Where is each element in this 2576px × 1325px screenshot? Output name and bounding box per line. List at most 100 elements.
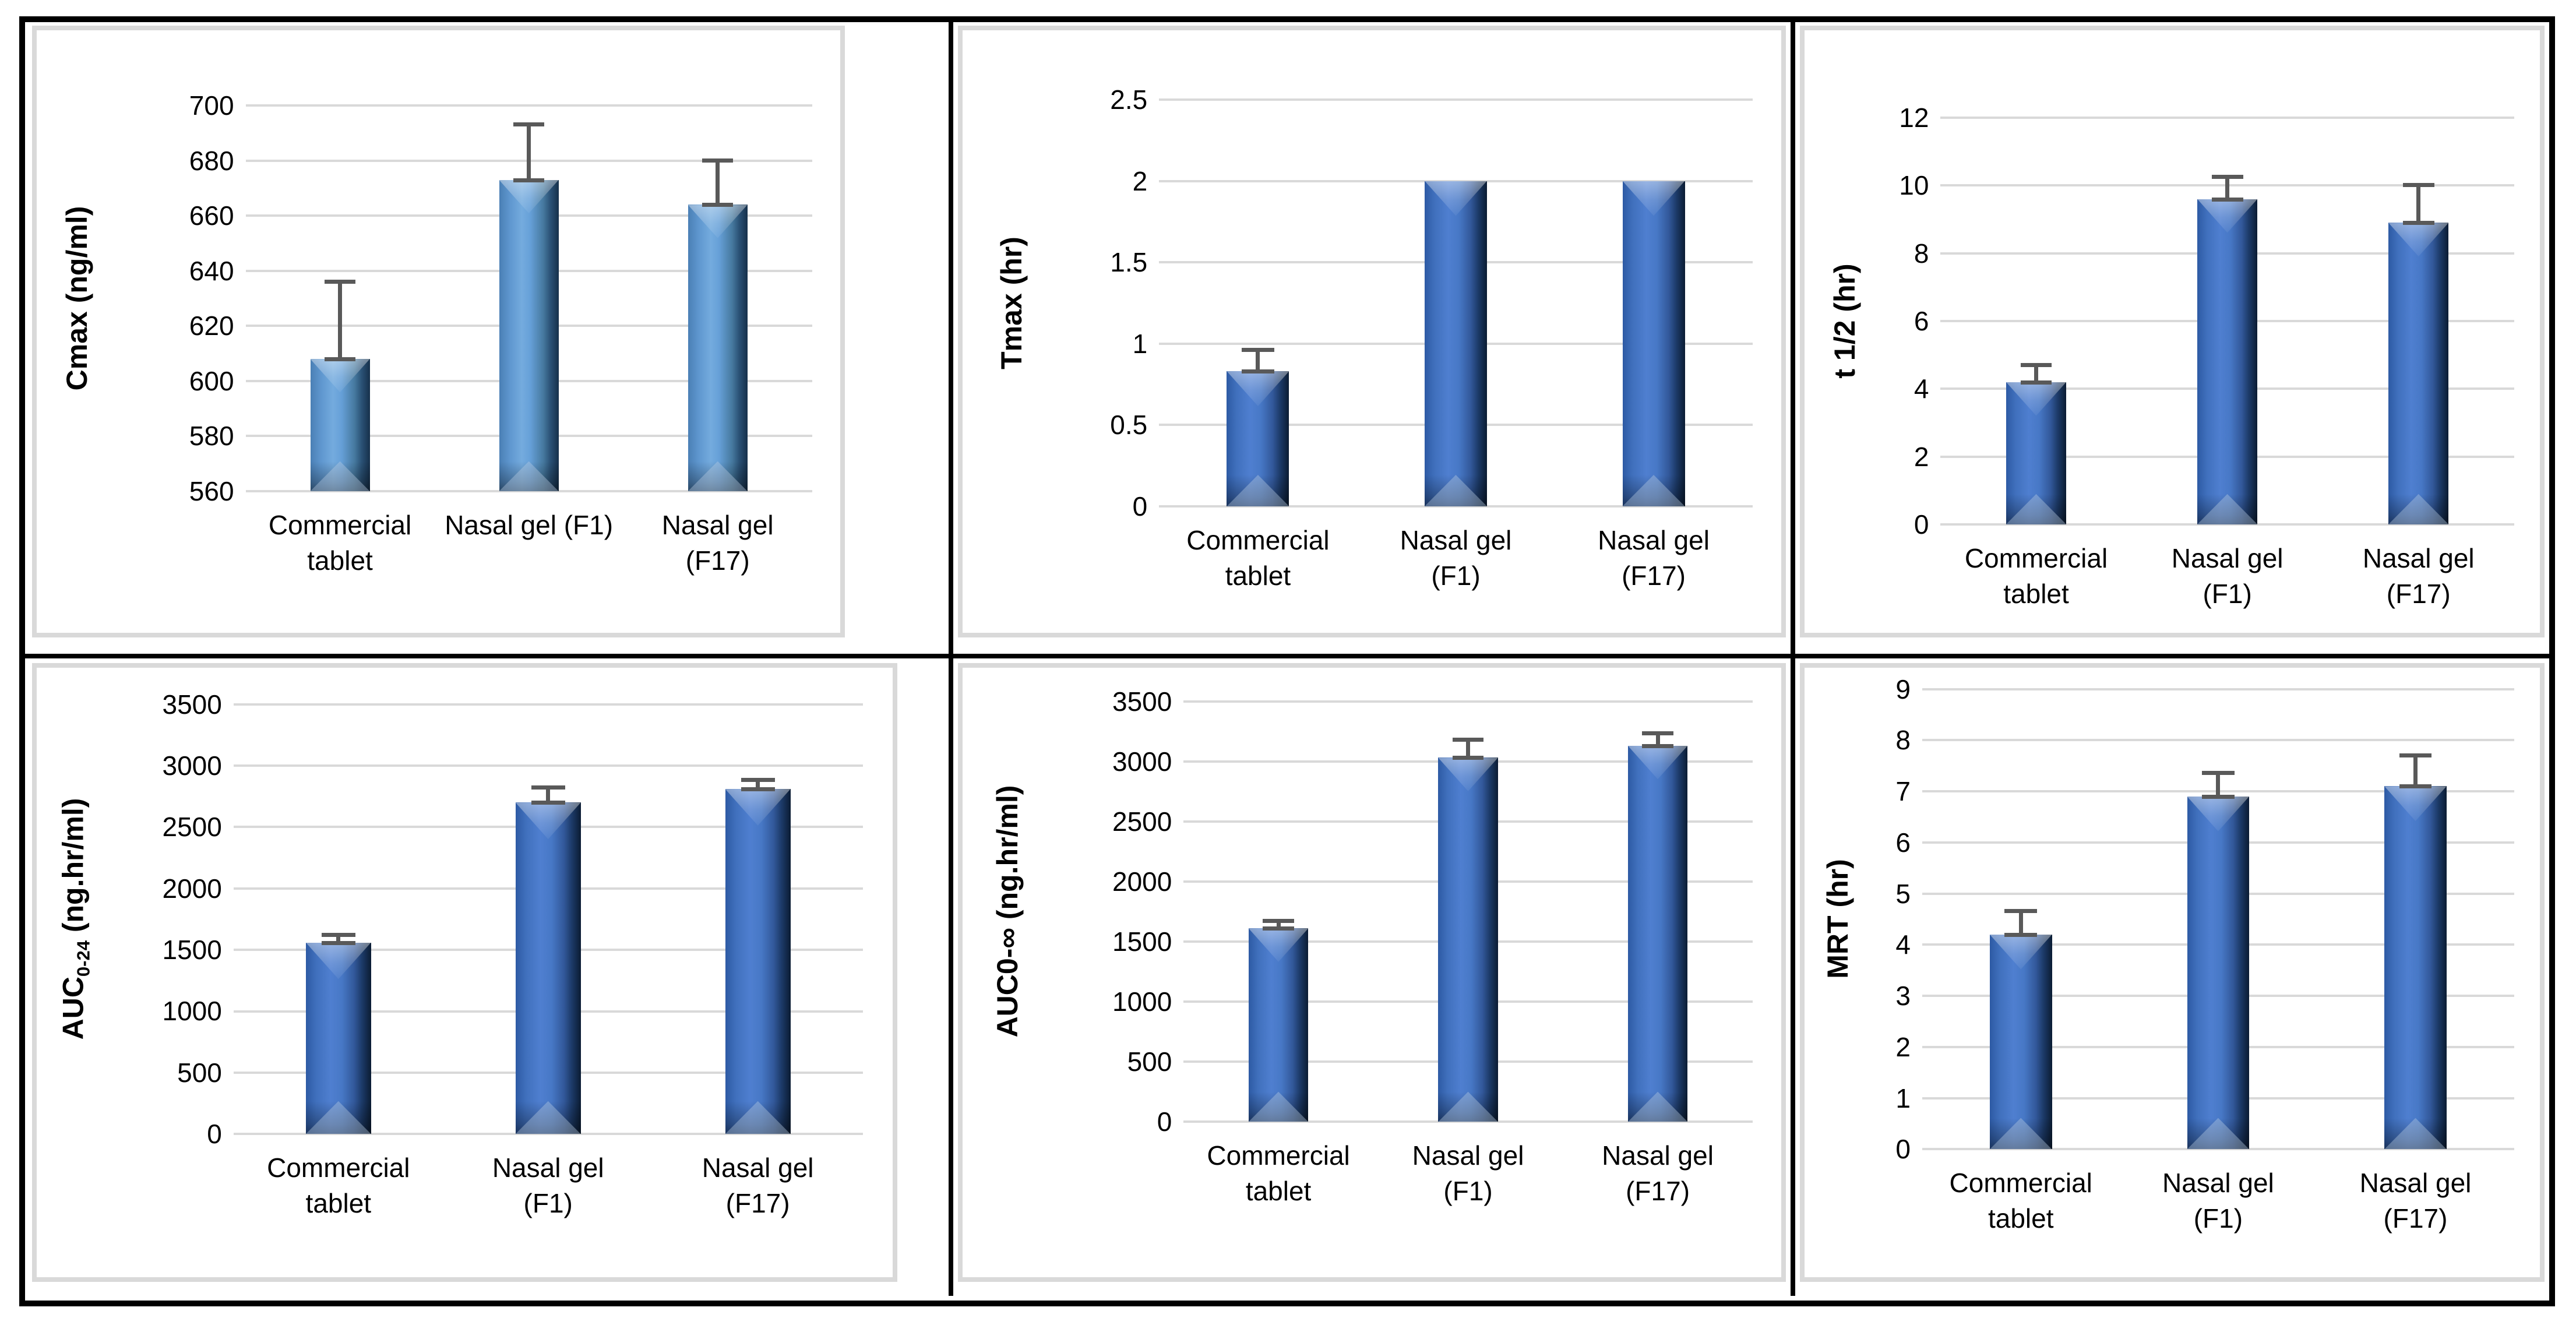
bar-nasal-gel-f17: [688, 205, 748, 492]
bar-nasal-gel-f1: [1425, 181, 1487, 506]
bar-bottom-shade: [305, 1101, 371, 1134]
category-label-nasal-gel-f1: Nasal gel (F1): [2162, 1168, 2274, 1234]
bar-body: [499, 179, 559, 492]
y-tick-label-8: 8: [1895, 725, 1911, 756]
y-axis-title-mrt: MRT (hr): [1821, 859, 1854, 979]
category-label-nasal-gel-f17: Nasal gel (F17): [1598, 524, 1710, 591]
bar-bottom-shade: [2384, 1118, 2447, 1150]
bar-bottom-shade: [1227, 474, 1289, 506]
bar-nasal-gel-f1: [499, 179, 559, 492]
cell-auc-0-24: AUC0-24 (ng.hr/ml) 0 500 1000 1500 2000 2500 30…: [25, 654, 949, 1296]
error-bar-cap-bottom: [1452, 756, 1484, 760]
y-tick-label-1: 1: [1132, 328, 1148, 359]
error-bar-cap-bottom: [1642, 743, 1673, 748]
bar-body: [1622, 181, 1685, 506]
y-tick-label-0: 0: [1132, 491, 1148, 521]
category-label-commercial-tablet: Commercial tablet: [267, 1153, 410, 1218]
bar-nasal-gel-f17: [1627, 745, 1688, 1122]
y-tick-label-4: 4: [1914, 373, 1929, 404]
bar-body: [1989, 934, 2052, 1150]
y-tick-label-1500: 1500: [1112, 926, 1172, 957]
category-label-commercial-tablet: Commercial tablet: [1186, 524, 1330, 591]
error-bar-cap-top: [741, 778, 775, 783]
gridline-y-3000: [233, 764, 863, 767]
error-bar-line: [716, 160, 720, 205]
bar-body: [688, 205, 748, 492]
y-tick-label-0: 0: [1895, 1134, 1911, 1165]
y-tick-label-2.5: 2.5: [1110, 84, 1148, 115]
error-bar-line: [2034, 365, 2039, 382]
y-tick-label-0: 0: [1157, 1106, 1172, 1137]
y-tick-label-6: 6: [1895, 827, 1911, 858]
bar-bottom-shade: [1248, 1091, 1309, 1122]
y-tick-label-3: 3: [1895, 981, 1911, 1012]
y-tick-label-500: 500: [1127, 1046, 1172, 1077]
plot-area-mrt: [1922, 688, 2514, 1151]
error-bar-cap-bottom: [2004, 932, 2037, 937]
error-bar-line: [2225, 177, 2230, 199]
error-bar-line: [2416, 185, 2421, 223]
gridline-y-3500: [233, 703, 863, 706]
error-bar-cap-bottom: [321, 940, 355, 945]
error-bar-cap-bottom: [2211, 197, 2243, 202]
bar-commercial-tablet: [1248, 928, 1309, 1122]
error-bar-cap-top: [2004, 909, 2037, 914]
plot-area-cmax: [245, 104, 812, 493]
y-tick-label-700: 700: [189, 90, 234, 121]
bar-nasal-gel-f17: [1622, 181, 1685, 506]
y-tick-label-680: 680: [189, 145, 234, 176]
gridline-y-9: [1922, 688, 2514, 690]
error-bar-cap-bottom: [531, 801, 565, 805]
y-tick-label-2: 2: [1914, 441, 1929, 472]
error-bar-line: [527, 125, 531, 180]
y-tick-label-8: 8: [1914, 238, 1929, 269]
error-bar-cap-bottom: [2020, 380, 2052, 385]
y-axis-title-cmax: Cmax (ng/ml): [60, 206, 93, 391]
error-bar-line: [1655, 734, 1660, 746]
bar-body: [310, 359, 370, 492]
bar-bottom-shade: [2187, 1118, 2250, 1150]
category-label-commercial-tablet: Commercial tablet: [1949, 1168, 2092, 1234]
error-bar-cap-top: [2020, 362, 2052, 367]
bar-body: [725, 789, 791, 1134]
bar-bottom-shade: [2006, 494, 2067, 524]
y-tick-label-2000: 2000: [162, 873, 222, 904]
error-bar-cap-bottom: [702, 203, 734, 207]
y-tick-label-3000: 3000: [162, 750, 222, 781]
y-tick-label-12: 12: [1899, 102, 1929, 133]
y-tick-label-600: 600: [189, 365, 234, 396]
bar-bottom-shade: [515, 1101, 581, 1134]
bar-bottom-shade: [310, 461, 370, 492]
category-label-nasal-gel-f1: Nasal gel (F1): [445, 510, 614, 540]
bar-bottom-shade: [2197, 494, 2258, 524]
category-label-nasal-gel-f17: Nasal gel (F17): [1602, 1140, 1714, 1206]
chart-auc-0-24: AUC0-24 (ng.hr/ml) 0 500 1000 1500 2000 2500 30…: [32, 663, 897, 1282]
plot-area-t-half: [1940, 116, 2514, 526]
y-tick-label-2500: 2500: [162, 812, 222, 843]
cell-tmax: Tmax (hr) 0 0.5 1 1.5 2 2.5 Commercial tablet Na…: [949, 22, 1791, 654]
bar-body: [515, 802, 581, 1134]
gridline-y-0: [1159, 505, 1753, 508]
error-bar-line: [338, 281, 343, 360]
gridline-y-8: [1922, 739, 2514, 742]
y-tick-label-9: 9: [1895, 674, 1911, 704]
y-tick-label-3000: 3000: [1112, 746, 1172, 777]
y-tick-label-0: 0: [207, 1119, 222, 1150]
cell-auc-0-inf: AUC0-∞ (ng.hr/ml) 0 500 1000 1500 2000 2500 300…: [949, 654, 1791, 1296]
chart-mrt: MRT (hr) 0 1 2 3 4 5 6 7 8 9 Commercial tablet Nasal…: [1800, 663, 2545, 1282]
cell-mrt: MRT (hr) 0 1 2 3 4 5 6 7 8 9 Commercial tablet Nasal…: [1791, 654, 2549, 1296]
category-label-nasal-gel-f1: Nasal gel (F1): [492, 1153, 604, 1218]
category-label-nasal-gel-f1: Nasal gel (F1): [1412, 1140, 1524, 1206]
chart-cmax: Cmax (ng/ml) 560 580 600 620 640 660 680 700 Comm…: [32, 26, 845, 637]
error-bar-cap-top: [1452, 737, 1484, 742]
gridline-y-2.5: [1159, 98, 1753, 101]
bar-commercial-tablet: [310, 359, 370, 492]
category-label-nasal-gel-f17: Nasal gel (F17): [2359, 1168, 2472, 1234]
error-bar-cap-bottom: [1263, 926, 1294, 931]
error-bar-line: [1256, 350, 1260, 372]
bar-nasal-gel-f1: [2197, 199, 2258, 524]
error-bar-line: [756, 780, 760, 790]
chart-tmax: Tmax (hr) 0 0.5 1 1.5 2 2.5 Commercial tablet Na…: [958, 26, 1786, 637]
error-bar-cap-bottom: [1242, 369, 1274, 374]
plot-area-auc-0-inf: [1183, 700, 1753, 1123]
